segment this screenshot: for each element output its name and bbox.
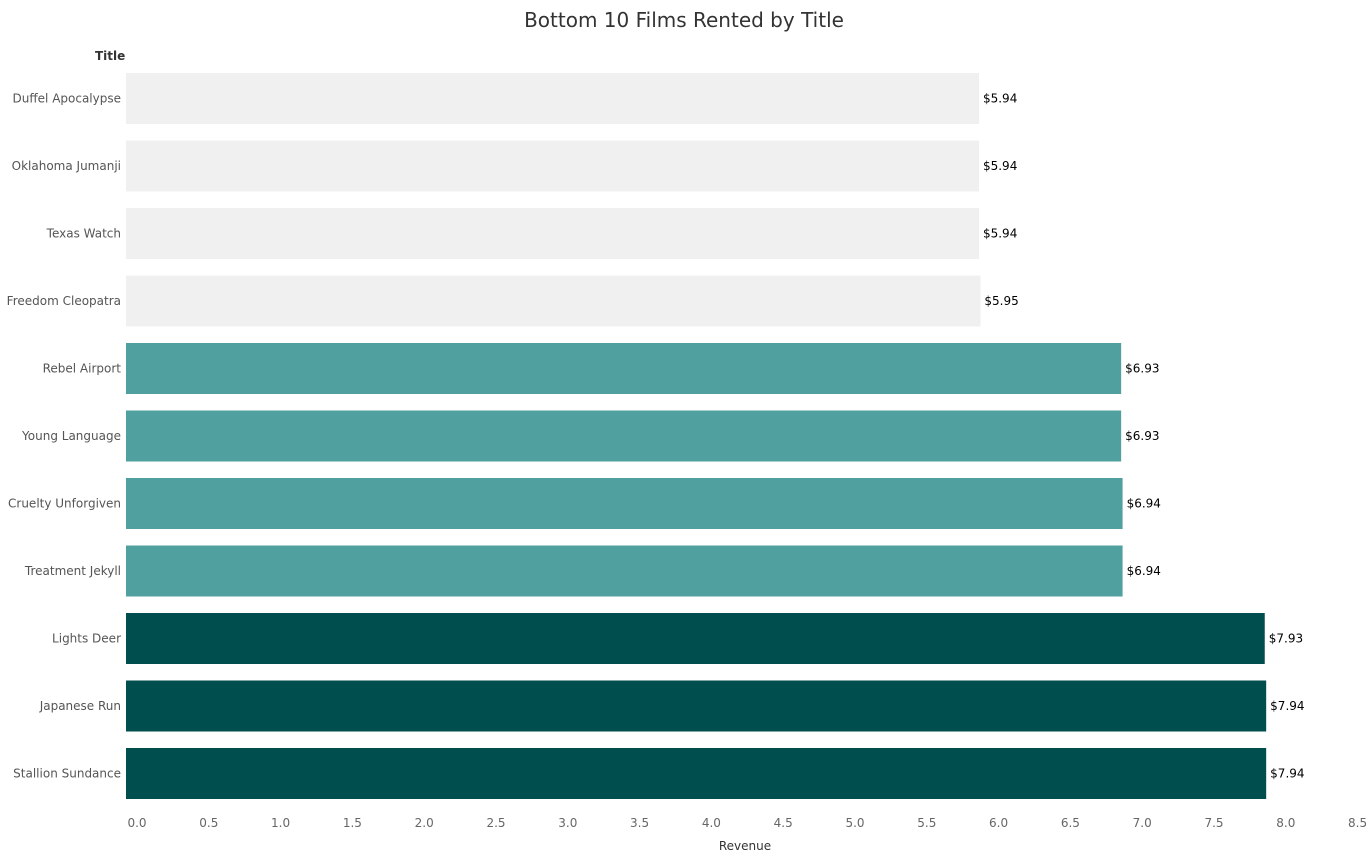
row-header-title: Title [95, 49, 126, 63]
x-tick-label: 0.5 [199, 816, 218, 830]
category-label: Stallion Sundance [13, 767, 121, 781]
data-label: $6.94 [1127, 564, 1161, 578]
x-tick-label: 7.0 [1133, 816, 1152, 830]
category-label: Oklahoma Jumanji [12, 159, 121, 173]
data-label: $7.94 [1270, 699, 1304, 713]
bar[interactable] [126, 73, 979, 124]
category-label: Rebel Airport [43, 362, 122, 376]
category-label: Young Language [21, 429, 121, 443]
x-tick-label: 5.0 [845, 816, 864, 830]
x-tick-label: 6.0 [989, 816, 1008, 830]
data-label: $5.94 [983, 159, 1017, 173]
bar[interactable] [126, 613, 1265, 664]
x-tick-label: 2.5 [486, 816, 505, 830]
x-tick-label: 4.5 [774, 816, 793, 830]
bar[interactable] [126, 275, 981, 327]
bar[interactable] [126, 748, 1267, 799]
x-tick-label: 2.0 [415, 816, 434, 830]
category-label: Treatment Jekyll [24, 564, 121, 578]
x-tick-label: 4.0 [702, 816, 721, 830]
category-label: Cruelty Unforgiven [8, 497, 121, 511]
data-label: $5.94 [983, 92, 1017, 106]
x-tick-label: 5.5 [917, 816, 936, 830]
x-axis-title: Revenue [718, 839, 772, 853]
category-label: Lights Deer [52, 632, 121, 646]
data-label: $7.93 [1269, 632, 1303, 646]
x-tick-label: 8.0 [1276, 816, 1295, 830]
data-label: $6.93 [1125, 362, 1159, 376]
x-tick-label: 1.0 [271, 816, 290, 830]
x-tick-label: 1.5 [343, 816, 362, 830]
bar[interactable] [126, 410, 1122, 462]
bar[interactable] [126, 545, 1123, 597]
x-tick-label: 3.5 [630, 816, 649, 830]
x-tick-label: 7.5 [1204, 816, 1223, 830]
data-label: $5.95 [984, 294, 1018, 308]
data-label: $5.94 [983, 227, 1017, 241]
x-tick-label: 0.0 [127, 816, 146, 830]
x-tick-label: 3.0 [558, 816, 577, 830]
category-label: Freedom Cleopatra [7, 294, 121, 308]
bar[interactable] [126, 140, 979, 192]
category-label: Texas Watch [46, 227, 121, 241]
bar[interactable] [126, 343, 1122, 394]
data-label: $6.93 [1125, 429, 1159, 443]
chart-title: Bottom 10 Films Rented by Title [524, 8, 844, 32]
x-tick-label: 6.5 [1061, 816, 1080, 830]
category-label: Japanese Run [39, 699, 121, 713]
bar[interactable] [126, 478, 1123, 529]
data-label: $7.94 [1270, 767, 1304, 781]
bar[interactable] [126, 208, 979, 259]
data-label: $6.94 [1127, 497, 1161, 511]
x-tick-label: 8.5 [1348, 816, 1367, 830]
bar[interactable] [126, 680, 1267, 732]
category-label: Duffel Apocalypse [13, 92, 121, 106]
